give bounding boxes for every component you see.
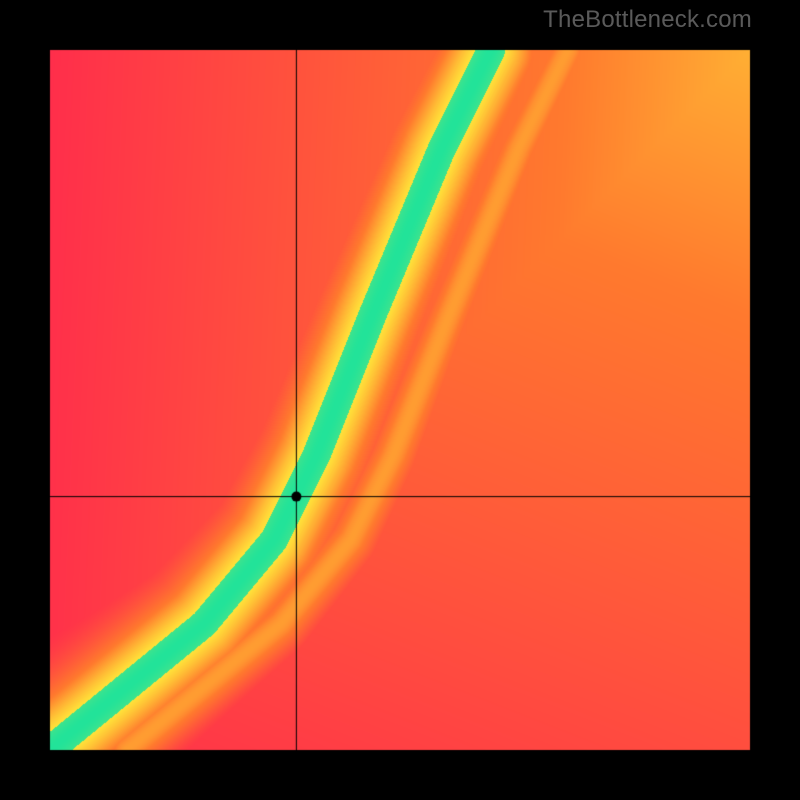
- bottleneck-heatmap-canvas: [0, 0, 800, 800]
- watermark-text: TheBottleneck.com: [543, 6, 752, 34]
- chart-container: TheBottleneck.com: [0, 0, 800, 800]
